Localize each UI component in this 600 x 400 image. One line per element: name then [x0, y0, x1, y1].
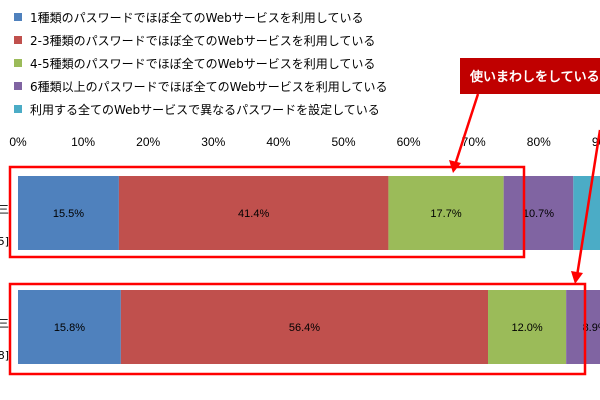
legend-swatch [14, 36, 22, 44]
callout-text: 使いまわしをしている [469, 69, 600, 85]
legend-label: 2-3種類のパスワードでほぼ全てのWebサービスを利用している [30, 33, 375, 48]
x-tick-label: 10% [71, 135, 95, 149]
category-label: 5] [0, 235, 9, 248]
legend-swatch [14, 82, 22, 90]
bar-segment [566, 290, 600, 364]
x-tick-label: 50% [331, 135, 355, 149]
bar-segment [388, 176, 504, 250]
callout-arrow-2 [575, 129, 600, 277]
category-label: 8] [0, 349, 9, 362]
x-tick-label: 80% [527, 135, 551, 149]
x-tick-label: 60% [397, 135, 421, 149]
bar-value-label: 17.7% [430, 208, 461, 220]
callout-arrowhead-1 [449, 160, 461, 173]
legend-label: 4-5種類のパスワードでほぼ全てのWebサービスを利用している [30, 56, 375, 71]
category-label: 三 [0, 203, 9, 216]
bar-value-label: 41.4% [238, 208, 269, 220]
highlight-box-row-2 [8, 282, 587, 376]
bar-value-label: 10.7% [523, 208, 554, 220]
bar-value-label: 15.8% [54, 322, 85, 334]
category-label: 三 [0, 317, 9, 330]
callout-box [460, 58, 600, 94]
x-tick-label: 90% [592, 135, 600, 149]
highlight-boxes [8, 165, 587, 376]
bar-value-label: 56.4% [289, 322, 320, 334]
legend: 1種類のパスワードでほぼ全てのWebサービスを利用している 2-3種類のパスワード… [14, 10, 387, 117]
category-labels: 三 5] 三 8] [0, 203, 9, 362]
bar-segment [118, 176, 389, 250]
bar-segment [18, 290, 121, 364]
legend-label: 1種類のパスワードでほぼ全てのWebサービスを利用している [30, 10, 363, 25]
x-tick-label: 0% [9, 135, 27, 149]
bar-segment [488, 290, 567, 364]
callout: 使いまわしをしている [449, 58, 600, 284]
legend-swatch [14, 59, 22, 67]
callout-arrowhead-2 [571, 271, 583, 284]
bar-value-label: 8.9% [583, 322, 600, 334]
bar-segment [503, 176, 574, 250]
bar-value-label: 15.5% [53, 208, 84, 220]
legend-label: 利用する全てのWebサービスで異なるパスワードを設定している [30, 102, 380, 117]
highlight-box-row-1 [8, 165, 526, 259]
x-tick-label: 70% [462, 135, 486, 149]
x-tick-label: 30% [201, 135, 225, 149]
x-tick-label: 40% [266, 135, 290, 149]
bar-segment [120, 290, 489, 364]
x-axis: 0% 10% 20% 30% 40% 50% 60% 70% 80% 90% [9, 135, 600, 149]
bars: 15.5%41.4%17.7%10.7%14.8%15.8%56.4%12.0%… [18, 176, 600, 364]
bar-value-label: 12.0% [511, 322, 542, 334]
callout-arrow-1 [453, 93, 480, 166]
legend-swatch [14, 105, 22, 113]
legend-label: 6種類以上のパスワードでほぼ全てのWebサービスを利用している [30, 79, 387, 94]
x-tick-label: 20% [136, 135, 160, 149]
legend-swatch [14, 13, 22, 21]
bar-segment [18, 176, 119, 250]
